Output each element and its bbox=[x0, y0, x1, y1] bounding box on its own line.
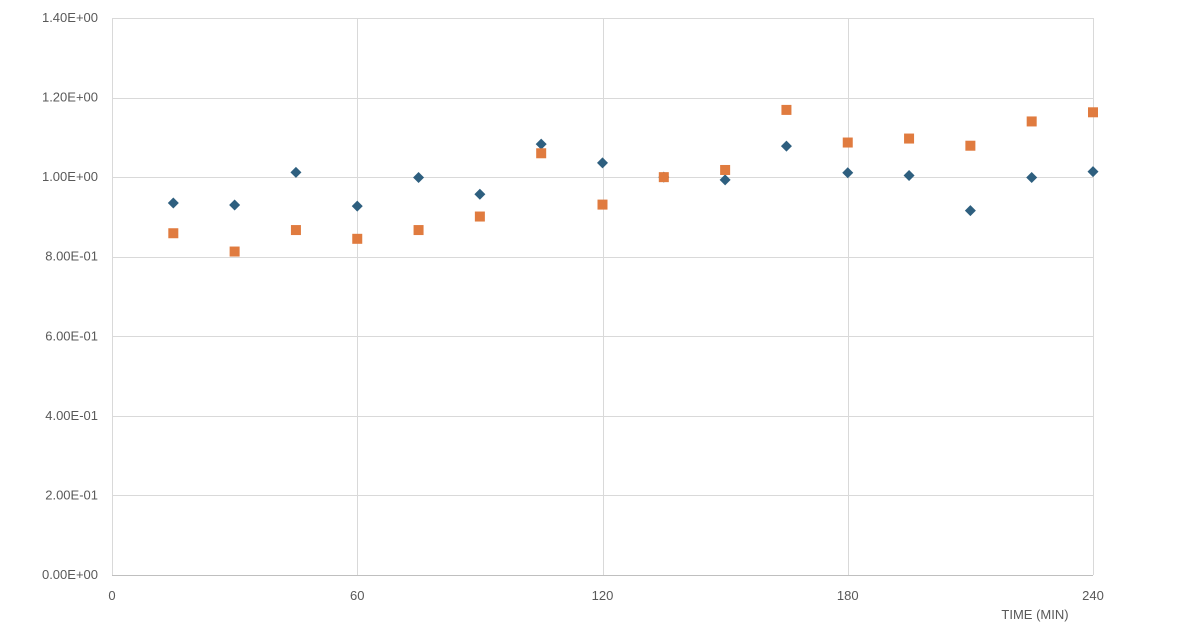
y-tick-label: 2.00E-01 bbox=[45, 487, 98, 502]
square-point bbox=[658, 172, 669, 183]
x-tick-label: 240 bbox=[1082, 588, 1104, 603]
square-point bbox=[842, 137, 853, 148]
square-point bbox=[965, 140, 976, 151]
gridlines bbox=[112, 18, 1094, 575]
diamond-point bbox=[535, 138, 547, 150]
x-tick-label: 0 bbox=[108, 588, 115, 603]
y-tick-label: 6.00E-01 bbox=[45, 328, 98, 343]
square-point bbox=[781, 104, 792, 115]
diamond-point bbox=[1087, 166, 1099, 178]
square-point bbox=[290, 225, 301, 236]
square-point bbox=[597, 199, 608, 210]
y-tick-label: 8.00E-01 bbox=[45, 249, 98, 264]
diamond-point bbox=[290, 166, 302, 178]
diamond-point bbox=[842, 167, 854, 179]
y-tick-label: 1.00E+00 bbox=[42, 169, 98, 184]
tick-labels: 0.00E+00 2.00E-01 4.00E-01 6.00E-01 8.00E-01… bbox=[42, 10, 1104, 603]
x-axis-title: TIME (MIN) bbox=[1001, 607, 1068, 622]
square-point bbox=[904, 133, 915, 144]
square-point bbox=[720, 164, 731, 175]
y-tick-label: 1.40E+00 bbox=[42, 10, 98, 25]
square-point bbox=[474, 211, 485, 222]
square-point bbox=[352, 233, 363, 244]
series-2 bbox=[168, 104, 1098, 257]
diamond-point bbox=[903, 170, 915, 182]
square-point bbox=[536, 148, 547, 159]
diamond-point bbox=[780, 140, 792, 152]
diamond-point bbox=[1026, 172, 1038, 184]
square-point bbox=[413, 225, 424, 236]
x-tick-label: 60 bbox=[350, 588, 364, 603]
diamond-point bbox=[474, 188, 486, 200]
axes bbox=[112, 18, 1093, 576]
diamond-point bbox=[597, 157, 608, 169]
y-tick-label: 1.20E+00 bbox=[42, 90, 98, 105]
square-point bbox=[1088, 107, 1098, 118]
y-tick-label: 4.00E-01 bbox=[45, 408, 98, 423]
square-point bbox=[1026, 116, 1037, 127]
diamond-point bbox=[229, 199, 241, 211]
diamond-point bbox=[413, 172, 425, 184]
diamond-point bbox=[167, 197, 179, 209]
data-series bbox=[167, 104, 1099, 257]
y-tick-label: 0.00E+00 bbox=[42, 567, 98, 582]
square-point bbox=[168, 228, 179, 239]
x-tick-label: 180 bbox=[837, 588, 859, 603]
diamond-point bbox=[351, 200, 363, 212]
x-tick-label: 120 bbox=[592, 588, 614, 603]
diamond-point bbox=[964, 205, 976, 217]
diamond-point bbox=[719, 174, 731, 186]
square-point bbox=[229, 246, 240, 257]
